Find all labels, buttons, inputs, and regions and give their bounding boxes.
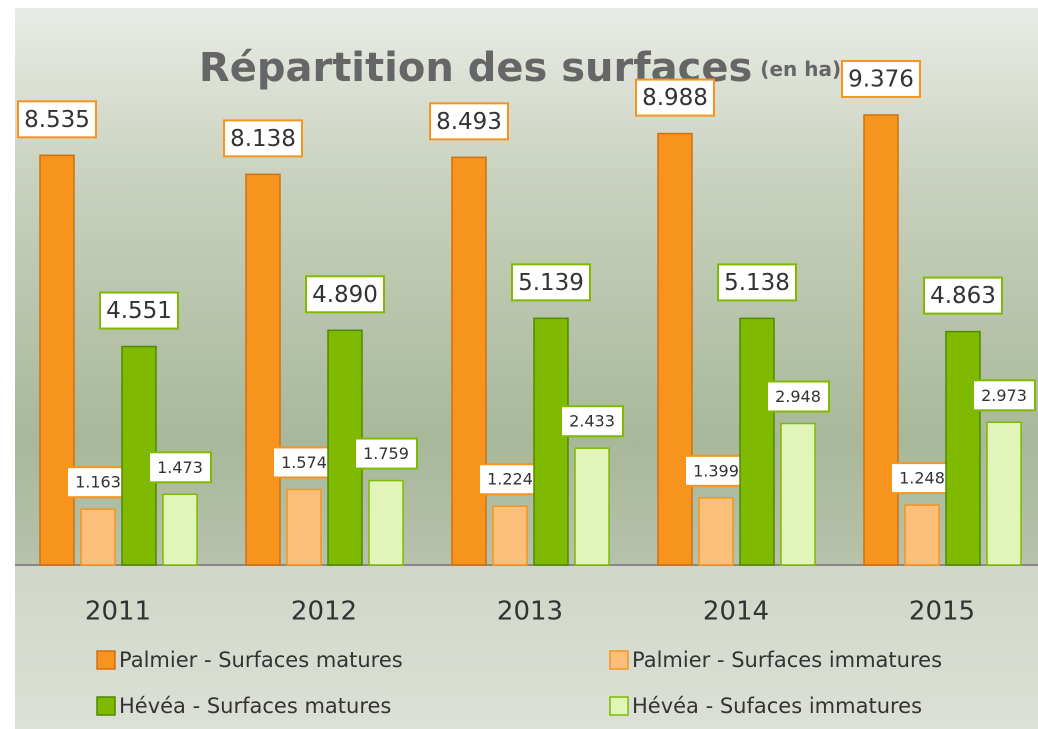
data-label: 5.139	[518, 270, 584, 296]
legend-swatch	[610, 697, 628, 715]
page: {"chart_data": {"type": "bar", "title": …	[0, 0, 1038, 729]
title-group: Répartition des surfaces(en ha)	[199, 45, 841, 91]
data-label: 1.224	[487, 470, 533, 489]
bar	[946, 332, 980, 565]
data-label: 4.551	[106, 298, 172, 324]
data-label: 1.399	[693, 461, 739, 480]
bar	[452, 157, 486, 565]
chart: Répartition des surfaces(en ha) 2011 8.53…	[0, 0, 1038, 729]
bar	[781, 423, 815, 565]
bar	[369, 481, 403, 565]
legend-label: Hévéa - Sufaces immatures	[632, 694, 922, 718]
x-tick-label: 2011	[85, 597, 151, 627]
data-label: 8.493	[436, 109, 502, 135]
bar	[287, 489, 321, 565]
legend-swatch	[97, 651, 115, 669]
data-label: 1.473	[157, 458, 203, 477]
bar	[534, 318, 568, 565]
bar	[699, 498, 733, 565]
legend-label: Palmier - Surfaces matures	[119, 648, 403, 672]
chart-subtitle: (en ha)	[760, 57, 841, 81]
data-label: 2.973	[981, 386, 1027, 405]
legend-label: Hévéa - Surfaces matures	[119, 694, 391, 718]
data-label: 1.574	[281, 453, 327, 472]
bar	[163, 494, 197, 565]
bar	[575, 448, 609, 565]
bar	[905, 505, 939, 565]
x-tick-label: 2012	[291, 597, 357, 627]
data-label: 4.890	[312, 282, 378, 308]
data-label: 9.376	[848, 66, 914, 92]
data-label: 8.988	[642, 85, 708, 111]
bar	[493, 506, 527, 565]
bar	[246, 174, 280, 565]
data-label: 5.138	[724, 270, 790, 296]
data-label: 1.163	[75, 473, 121, 492]
legend-swatch	[97, 697, 115, 715]
data-label: 1.759	[363, 444, 409, 463]
data-label: 4.863	[930, 283, 996, 309]
data-label: 8.535	[24, 107, 90, 133]
bar	[864, 115, 898, 565]
data-label: 2.433	[569, 412, 615, 431]
x-tick-label: 2013	[497, 597, 563, 627]
data-label: 1.248	[899, 469, 945, 488]
legend-label: Palmier - Surfaces immatures	[632, 648, 942, 672]
bar	[740, 318, 774, 565]
x-tick-label: 2015	[909, 597, 975, 627]
bar	[987, 422, 1021, 565]
bar	[658, 134, 692, 565]
bar	[40, 155, 74, 565]
data-label: 8.138	[230, 126, 296, 152]
x-tick-label: 2014	[703, 597, 769, 627]
data-label: 2.948	[775, 387, 821, 406]
bar	[81, 509, 115, 565]
legend-swatch	[610, 651, 628, 669]
